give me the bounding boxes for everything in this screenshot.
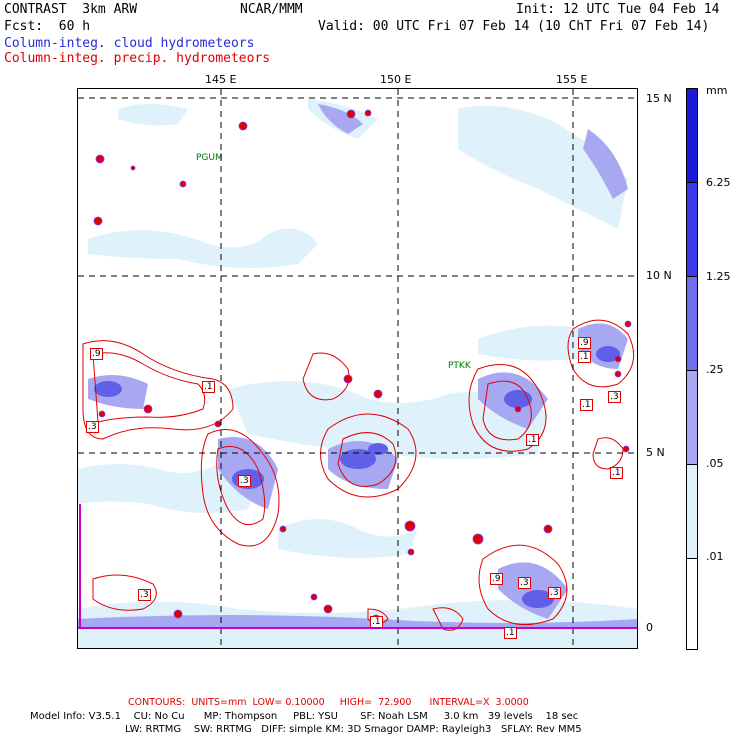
field-precip-label: Column-integ. precip. hydrometeors (4, 51, 271, 66)
colorbar-label: .05 (706, 457, 724, 470)
lat-label-0: 0 (646, 621, 653, 634)
station-pgum: PGUM (196, 153, 223, 163)
cloud-strong-shading (94, 346, 620, 608)
contour-label: .3 (86, 421, 99, 433)
map-graticule (78, 89, 637, 648)
model-info-line1: Model Info: V3.5.1 CU: No Cu MP: Thompso… (30, 711, 579, 722)
lon-label-145: 145 E (205, 73, 237, 86)
colorbar-label: 6.25 (706, 176, 731, 189)
valid-time: Valid: 00 UTC Fri 07 Feb 14 (10 ChT Fri … (318, 19, 710, 34)
colorbar-unit: mm (706, 84, 728, 97)
lat-label-15n: 15 N (646, 92, 672, 105)
contour-label: .1 (370, 616, 383, 628)
forecast-hour: Fcst: 60 h (4, 19, 91, 34)
colorbar-label: .25 (706, 363, 724, 376)
contour-label: .3 (518, 577, 531, 589)
contour-label: .1 (580, 399, 593, 411)
contour-label: .9 (490, 573, 503, 585)
colorbar-swatch (687, 277, 697, 371)
contour-label: .1 (202, 381, 215, 393)
contour-label: .3 (238, 475, 251, 487)
colorbar-label: .01 (706, 550, 724, 563)
contour-label: .9 (90, 348, 103, 360)
init-time: Init: 12 UTC Tue 04 Feb 14 (516, 2, 720, 17)
contour-label: .9 (578, 337, 591, 349)
contour-label: .1 (578, 351, 591, 363)
lat-label-5n: 5 N (646, 446, 665, 459)
colorbar-swatch (687, 183, 697, 277)
lon-label-150: 150 E (380, 73, 412, 86)
contour-label: .3 (138, 589, 151, 601)
contour-label: .1 (526, 434, 539, 446)
colorbar-swatch (687, 559, 697, 647)
lon-label-155: 155 E (556, 73, 588, 86)
map-plot (78, 89, 637, 648)
model-title: CONTRAST 3km ARW (4, 2, 138, 17)
contour-info: CONTOURS: UNITS=mm LOW= 0.10000 HIGH= 72… (128, 697, 529, 708)
colorbar-swatch (687, 371, 697, 465)
colorbar-swatch (687, 89, 697, 183)
contour-label: .3 (548, 587, 561, 599)
model-info-line2: LW: RRTMG SW: RRTMG DIFF: simple KM: 3D … (125, 724, 582, 735)
center-label: NCAR/MMM (240, 2, 303, 17)
colorbar-label: 1.25 (706, 270, 731, 283)
contour-label: .1 (610, 467, 623, 479)
field-cloud-label: Column-integ. cloud hydrometeors (4, 36, 255, 51)
map-panel: PGUM PTKK .9 .1 .3 .3 .1 .1 .1 .3 .3 .1 … (77, 88, 638, 649)
precip-cells (93, 109, 632, 624)
precip-contours (82, 319, 635, 631)
contour-label: .1 (504, 627, 517, 639)
colorbar (686, 88, 698, 650)
lat-label-10n: 10 N (646, 269, 672, 282)
contour-label: .3 (608, 391, 621, 403)
colorbar-swatch (687, 465, 697, 559)
station-ptkk: PTKK (448, 361, 471, 371)
